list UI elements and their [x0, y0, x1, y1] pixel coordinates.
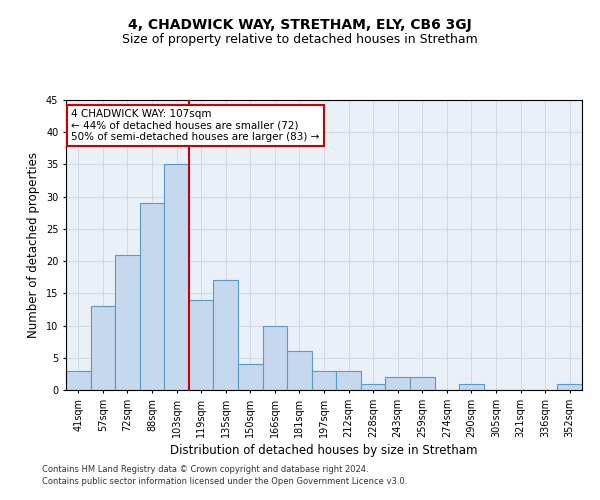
Bar	[238, 364, 263, 390]
Bar	[557, 384, 582, 390]
Text: Size of property relative to detached houses in Stretham: Size of property relative to detached ho…	[122, 32, 478, 46]
Text: 4 CHADWICK WAY: 107sqm
← 44% of detached houses are smaller (72)
50% of semi-det: 4 CHADWICK WAY: 107sqm ← 44% of detached…	[71, 108, 320, 142]
Bar	[459, 384, 484, 390]
Bar	[214, 280, 238, 390]
Bar	[361, 384, 385, 390]
Bar	[385, 377, 410, 390]
Bar	[263, 326, 287, 390]
Bar	[336, 370, 361, 390]
Bar	[312, 370, 336, 390]
Bar	[189, 300, 214, 390]
Text: Contains HM Land Registry data © Crown copyright and database right 2024.: Contains HM Land Registry data © Crown c…	[42, 466, 368, 474]
Bar	[287, 352, 312, 390]
Bar	[66, 370, 91, 390]
Bar	[140, 203, 164, 390]
Text: 4, CHADWICK WAY, STRETHAM, ELY, CB6 3GJ: 4, CHADWICK WAY, STRETHAM, ELY, CB6 3GJ	[128, 18, 472, 32]
Y-axis label: Number of detached properties: Number of detached properties	[28, 152, 40, 338]
Bar	[164, 164, 189, 390]
Bar	[91, 306, 115, 390]
Bar	[115, 254, 140, 390]
X-axis label: Distribution of detached houses by size in Stretham: Distribution of detached houses by size …	[170, 444, 478, 457]
Bar	[410, 377, 434, 390]
Text: Contains public sector information licensed under the Open Government Licence v3: Contains public sector information licen…	[42, 476, 407, 486]
